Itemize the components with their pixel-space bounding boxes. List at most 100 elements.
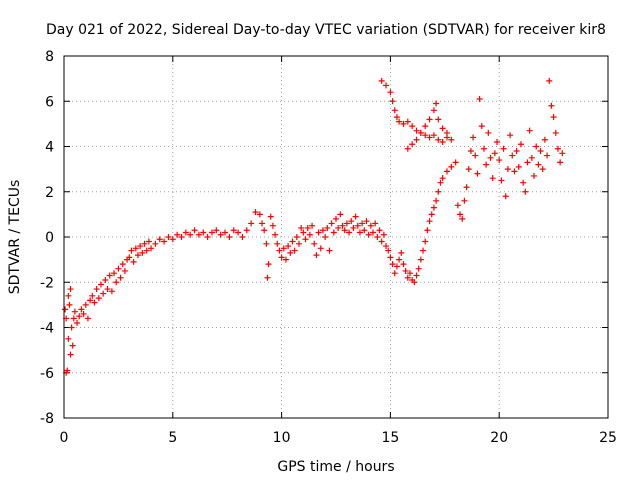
data-point [276, 247, 283, 254]
data-point [393, 263, 400, 270]
data-point [115, 265, 122, 272]
data-point [256, 211, 263, 218]
data-point [67, 351, 74, 358]
data-point [513, 148, 520, 155]
data-point [169, 236, 176, 243]
data-point [287, 249, 294, 256]
data-point [328, 220, 335, 227]
data-point [489, 175, 496, 182]
data-point [141, 240, 148, 247]
data-point [108, 288, 115, 295]
data-point [411, 279, 418, 286]
data-point [143, 247, 150, 254]
y-tick-label: 8 [45, 49, 54, 65]
data-point [121, 267, 128, 274]
data-point [376, 227, 383, 234]
data-point [174, 231, 181, 238]
data-point [465, 166, 472, 173]
data-point [264, 274, 271, 281]
data-point [208, 229, 215, 236]
data-point [389, 261, 396, 268]
data-point [80, 310, 87, 317]
data-point [65, 335, 72, 342]
data-point [528, 154, 535, 161]
data-point [459, 215, 466, 222]
data-points [62, 77, 566, 376]
data-point [226, 234, 233, 240]
data-point [313, 252, 320, 259]
data-point [559, 150, 566, 157]
data-point [498, 177, 505, 184]
data-point [306, 231, 313, 238]
y-tick-label: 2 [45, 185, 54, 201]
data-point [435, 136, 442, 143]
data-point [259, 220, 266, 227]
data-point [341, 227, 348, 234]
data-point [383, 82, 390, 89]
y-tick-label: 6 [45, 94, 54, 110]
data-point [269, 222, 276, 229]
data-point [84, 315, 91, 322]
data-point [406, 270, 413, 277]
data-point [544, 152, 551, 159]
data-point [335, 224, 342, 231]
data-point [195, 231, 202, 238]
data-point [69, 342, 76, 349]
data-point [426, 134, 433, 141]
data-point [487, 154, 494, 161]
data-point [374, 234, 381, 240]
data-point [119, 261, 126, 268]
data-point [70, 315, 77, 322]
data-point [404, 118, 411, 125]
data-point [89, 292, 96, 299]
data-point [404, 145, 411, 152]
data-point [235, 229, 242, 236]
data-point [478, 123, 485, 130]
data-point [387, 89, 394, 96]
data-point [71, 308, 78, 315]
data-point [430, 107, 437, 114]
data-point [500, 145, 507, 152]
data-point [511, 168, 518, 175]
data-point [398, 249, 405, 256]
data-point [148, 245, 155, 252]
data-point [554, 145, 561, 152]
data-point [113, 279, 120, 286]
data-point [74, 319, 81, 326]
x-tick-label: 5 [168, 430, 177, 446]
data-point [93, 286, 100, 293]
data-point [187, 231, 194, 238]
x-tick-label: 25 [599, 430, 617, 446]
data-point [413, 272, 420, 279]
data-point [430, 204, 437, 211]
data-point [291, 247, 298, 254]
data-point [507, 132, 514, 139]
data-point [404, 274, 411, 281]
y-tick-label: -6 [40, 366, 54, 382]
data-point [502, 193, 509, 200]
data-point [413, 136, 420, 143]
data-point [68, 324, 75, 331]
data-point [417, 129, 424, 136]
data-point [361, 227, 368, 234]
data-point [439, 175, 446, 182]
data-point [265, 261, 272, 268]
data-point [161, 238, 168, 245]
data-point [82, 301, 89, 308]
data-point [243, 227, 250, 234]
data-point [76, 313, 83, 320]
data-point [337, 211, 344, 218]
data-point [452, 159, 459, 166]
data-point [62, 306, 69, 313]
data-point [317, 245, 324, 252]
data-point [428, 211, 435, 218]
data-point [424, 227, 431, 234]
data-point [339, 222, 346, 229]
data-point [422, 123, 429, 130]
data-point [130, 258, 137, 265]
y-tick-label: -2 [40, 275, 54, 291]
data-point [433, 197, 440, 204]
data-point [309, 222, 316, 229]
data-point [200, 229, 207, 236]
